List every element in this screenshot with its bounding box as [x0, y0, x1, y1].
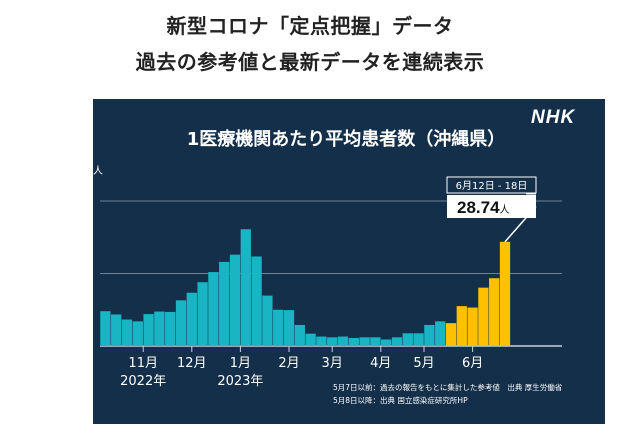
- x-tick-label: 6月: [462, 356, 483, 371]
- bar: [165, 311, 176, 346]
- y-unit-label: 人: [93, 165, 103, 177]
- bar: [402, 333, 413, 346]
- bar: [132, 321, 143, 346]
- bar: [154, 311, 165, 346]
- x-tick-label: 11月: [128, 356, 158, 371]
- bar: [111, 314, 122, 346]
- bar: [478, 287, 489, 346]
- bar: [251, 256, 262, 346]
- bar: [262, 295, 273, 346]
- nhk-logo: NHK: [531, 107, 575, 128]
- bar: [348, 338, 359, 346]
- bar: [445, 323, 457, 346]
- headline-line-1: 新型コロナ「定点把握」データ: [166, 14, 454, 38]
- bar: [121, 319, 133, 346]
- bar: [499, 241, 511, 346]
- bar: [294, 324, 305, 346]
- callout-leader-line: [504, 206, 537, 243]
- chart-panel: NHK 1医療機関あたり平均患者数（沖縄県） 02040人11月12月1月2月3…: [93, 99, 605, 424]
- bar: [100, 311, 111, 346]
- year-label: 2022年: [120, 374, 166, 389]
- source-note-2: 5月8日以降：出典 国立感染症研究所HP: [333, 395, 468, 405]
- bar: [305, 333, 316, 346]
- bar: [327, 337, 338, 346]
- bar: [240, 229, 251, 346]
- bar: [316, 336, 327, 346]
- chart-title: 1医療機関あたり平均患者数（沖縄県）: [187, 128, 506, 150]
- bar: [229, 254, 241, 346]
- bar: [208, 272, 219, 346]
- bar: [219, 261, 230, 346]
- bar: [175, 300, 187, 346]
- bar: [456, 306, 467, 347]
- bar: [489, 278, 500, 346]
- bar: [283, 310, 295, 346]
- bar: [424, 324, 435, 346]
- x-tick-label: 4月: [370, 356, 391, 371]
- callout-value-box: [447, 195, 536, 218]
- x-tick-label: 5月: [413, 356, 434, 371]
- bar: [381, 339, 392, 346]
- callout-value: 28.74人: [457, 198, 510, 217]
- x-tick-label: 2月: [278, 356, 299, 371]
- callout-value-unit: 人: [500, 204, 510, 216]
- bar: [413, 333, 424, 346]
- bar: [359, 337, 370, 346]
- bar: [273, 309, 284, 346]
- x-tick-label: 12月: [177, 356, 207, 371]
- callout-date-box: [446, 176, 537, 194]
- bar: [370, 337, 381, 346]
- bar: [435, 321, 446, 346]
- callout-date: 6月12日 - 18日: [456, 180, 528, 192]
- headline-line-2: 過去の参考値と最新データを連続表示: [135, 50, 485, 74]
- chart-svg: NHK 1医療機関あたり平均患者数（沖縄県） 02040人11月12月1月2月3…: [93, 107, 575, 405]
- bar: [467, 307, 478, 346]
- x-tick-label: 3月: [322, 356, 343, 371]
- bar: [197, 282, 208, 346]
- bar: [391, 337, 403, 346]
- callout-value-number: 28.74: [457, 198, 500, 217]
- bar: [186, 292, 197, 346]
- source-note-1: 5月7日以前：過去の報告をもとに集計した参考値 出典 厚生労働省: [333, 382, 563, 392]
- bar: [143, 314, 154, 346]
- x-tick-label: 1月: [230, 356, 251, 371]
- year-label: 2023年: [217, 374, 263, 389]
- bar: [337, 336, 349, 346]
